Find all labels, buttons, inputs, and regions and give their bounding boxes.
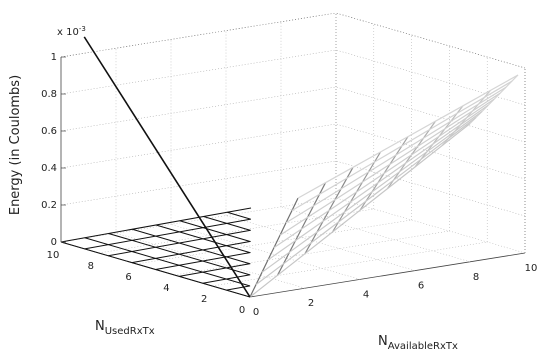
y-tick-label: 6 xyxy=(125,272,131,283)
z-axis-label: Energy (in Coulombs) xyxy=(8,75,23,215)
flat-mesh-line xyxy=(132,228,250,265)
x-tick-label: 10 xyxy=(525,263,538,274)
flat-mesh-line xyxy=(84,237,250,287)
z-tick-label: 0.6 xyxy=(41,126,57,137)
slope-mesh-line xyxy=(255,117,477,286)
grid-line-x xyxy=(225,215,416,271)
y-tick-label: 0 xyxy=(239,305,245,316)
x-axis-label: NAvailableRxTx xyxy=(378,334,458,352)
grid-line-z xyxy=(335,160,526,217)
flat-mesh-line xyxy=(226,285,251,291)
grid-line-y xyxy=(212,241,488,287)
flat-mesh-line xyxy=(179,263,251,277)
rising-edge xyxy=(83,36,251,298)
slope-mesh-line xyxy=(249,123,471,298)
flat-mesh-line xyxy=(131,240,251,264)
y-tick-label: 8 xyxy=(88,261,94,272)
grid-line-z xyxy=(335,12,526,69)
box-edge xyxy=(60,12,337,58)
flat-mesh-line xyxy=(202,274,251,284)
axes-box xyxy=(60,12,526,298)
x-tick-label: 4 xyxy=(363,289,369,300)
flat-mesh-line xyxy=(108,229,251,257)
y-tick-label: 2 xyxy=(201,294,207,305)
slope-mesh-line xyxy=(273,98,495,249)
grid-line-z xyxy=(60,160,337,206)
z-tick-label: 0 xyxy=(51,237,57,248)
grid-line-z xyxy=(60,123,337,169)
z-exponent-power: -3 xyxy=(79,25,86,33)
z-tick-label: 1 xyxy=(51,52,57,63)
y-axis-label: NUsedRxTx xyxy=(95,319,155,337)
grid-line-z xyxy=(60,12,337,58)
slope-mesh-line xyxy=(297,74,519,199)
flat-mesh-line xyxy=(179,220,250,242)
flat-mesh-line xyxy=(84,218,251,250)
slope-mesh-line xyxy=(285,86,507,224)
box-edge xyxy=(249,252,526,298)
slope-mesh-line xyxy=(261,111,483,273)
x-tick-label: 6 xyxy=(418,281,424,292)
x-tick-label: 8 xyxy=(473,272,479,283)
y-tick-label: 10 xyxy=(47,250,60,261)
box-edge xyxy=(335,12,526,69)
slope-mesh-line xyxy=(279,92,501,236)
z-tick-label: 0.4 xyxy=(41,163,57,174)
x-tick-label: 0 xyxy=(253,307,259,318)
grid-line-z xyxy=(60,49,337,95)
slope-mesh-line xyxy=(291,80,513,212)
flat-mesh-line xyxy=(155,252,251,270)
surface-mesh xyxy=(60,36,519,298)
y-tick-label: 4 xyxy=(163,283,169,294)
x-tick-label: 2 xyxy=(308,298,314,309)
z-tick-label: 0.2 xyxy=(41,200,57,211)
grid-line-z xyxy=(60,86,337,132)
flat-mesh-line xyxy=(60,207,252,243)
z-exponent-label: x 10-3 xyxy=(57,25,86,38)
slope-mesh-line xyxy=(267,104,489,261)
axes-grid xyxy=(60,12,526,289)
z-tick-label: 0.8 xyxy=(41,89,57,100)
flat-mesh-line xyxy=(227,211,251,220)
